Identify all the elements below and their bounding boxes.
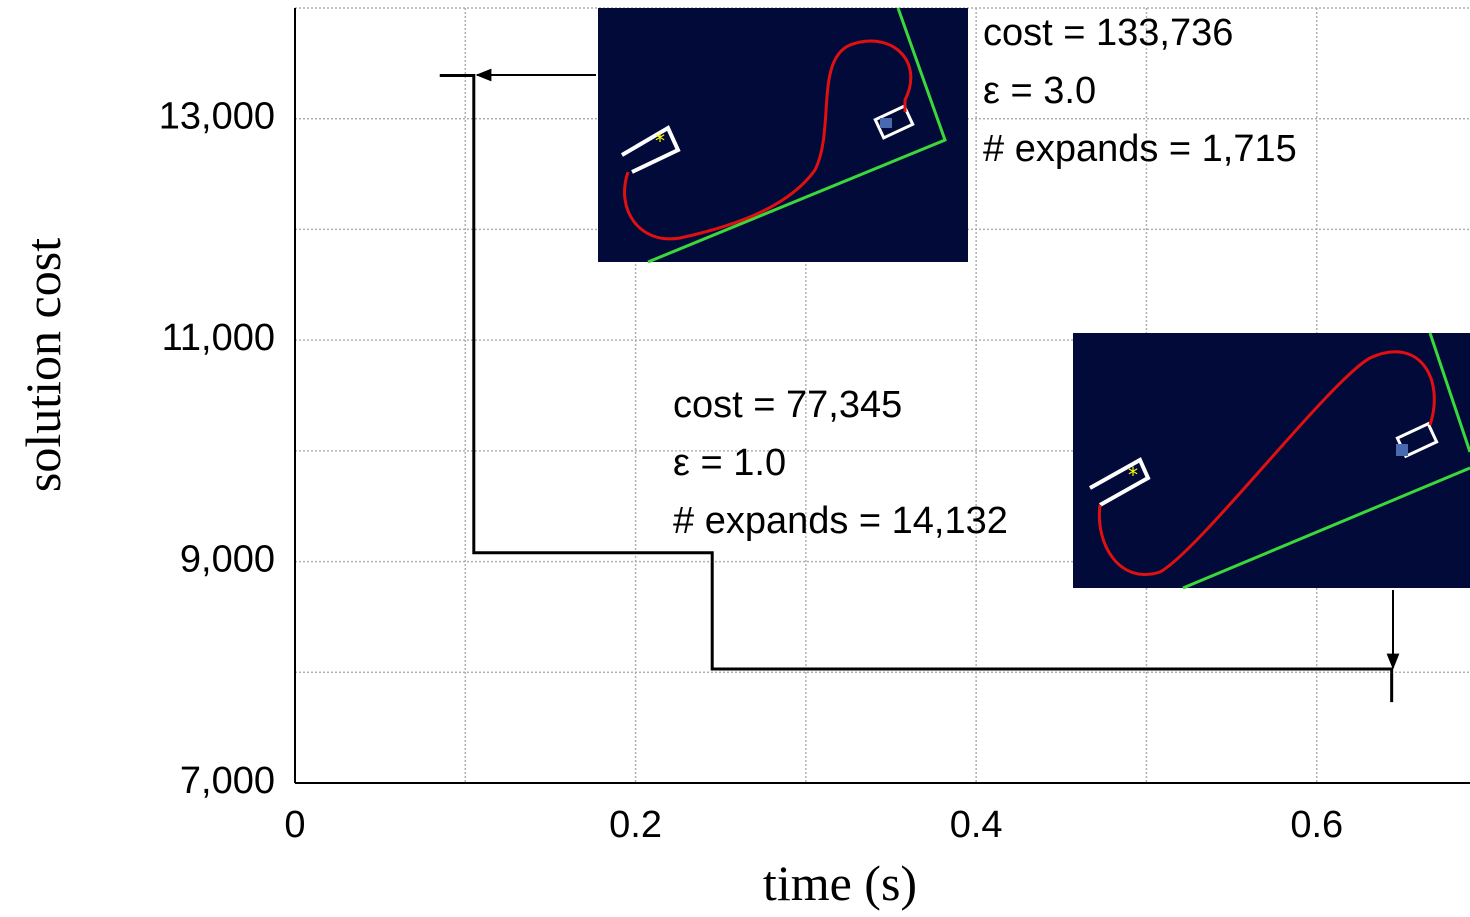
annotation: cost = 133,736 ε = 3.0 # expands = 1,715 xyxy=(983,12,1297,170)
x-tick-label: 0 xyxy=(284,804,305,846)
annotation-line: ε = 3.0 xyxy=(983,70,1096,112)
annotation-line: cost = 133,736 xyxy=(983,12,1233,54)
inset-image: * xyxy=(1073,332,1470,590)
annotation-line: cost = 77,345 xyxy=(673,384,902,426)
annotation: cost = 77,345 ε = 1.0 # expands = 14,132 xyxy=(673,384,1008,542)
x-tick-label: 0.4 xyxy=(950,804,1003,846)
y-tick-label: 9,000 xyxy=(180,539,275,581)
svg-text:*: * xyxy=(655,129,665,153)
plot-area: 0 0.2 0.4 0.6 7,000 9,000 11,000 13,000 xyxy=(159,7,1470,846)
x-axis-label: time (s) xyxy=(763,855,917,911)
y-axis-label: solution cost xyxy=(15,238,71,492)
annotation-line: # expands = 1,715 xyxy=(983,128,1297,170)
y-tick-label: 13,000 xyxy=(159,96,275,138)
y-tick-label: 11,000 xyxy=(162,317,275,359)
x-tick-label: 0.6 xyxy=(1290,804,1343,846)
y-tick-label: 7,000 xyxy=(180,760,275,802)
annotation-line: # expands = 14,132 xyxy=(673,500,1008,542)
annotation-line: ε = 1.0 xyxy=(673,442,786,484)
svg-text:*: * xyxy=(1128,463,1138,487)
x-tick-label: 0.2 xyxy=(609,804,662,846)
inset-image: * xyxy=(598,7,968,264)
